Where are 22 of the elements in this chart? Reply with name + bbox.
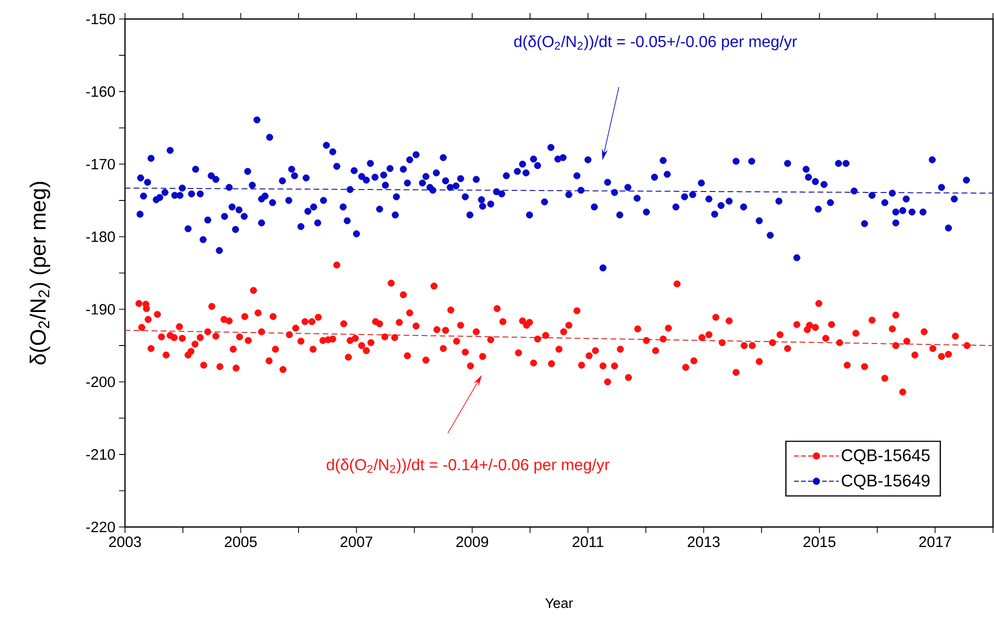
y-tick-label: -170 xyxy=(86,158,115,170)
y-tick-label: -220 xyxy=(86,522,115,532)
x-tick-label: 2011 xyxy=(572,536,604,548)
annotation: d(δ(O$_{2}$/N$_{2}$))/dt = -0.14+/-0.06 per meg/yr xyxy=(326,458,610,474)
x-tick-label: 2013 xyxy=(688,536,720,548)
x-tick-label: 2003 xyxy=(109,536,141,548)
y-tick-label: -160 xyxy=(86,86,115,97)
y-tick-label: -210 xyxy=(86,449,115,460)
x-axis-title: Year xyxy=(545,598,573,608)
y-tick-label: -150 xyxy=(86,14,115,24)
x-tick-label: 2015 xyxy=(804,536,836,548)
y-axis-title: δ(O$_{2}$/N$_{2}$) (per meg) xyxy=(30,182,50,365)
annotation: d(δ(O$_{2}$/N$_{2}$))/dt = -0.05+/-0.06 per meg/yr xyxy=(514,35,797,50)
legend-label: CQB-15645 xyxy=(842,449,930,464)
x-tick-label: 2017 xyxy=(919,536,952,548)
x-tick-label: 2007 xyxy=(340,536,372,548)
legend-label: CQB-15649 xyxy=(842,474,930,490)
y-tick-label: -200 xyxy=(86,376,115,388)
x-tick-label: 2009 xyxy=(456,536,488,548)
y-tick-label: -180 xyxy=(86,231,115,242)
x-tick-label: 2005 xyxy=(224,536,257,548)
y-tick-label: -190 xyxy=(86,304,115,315)
